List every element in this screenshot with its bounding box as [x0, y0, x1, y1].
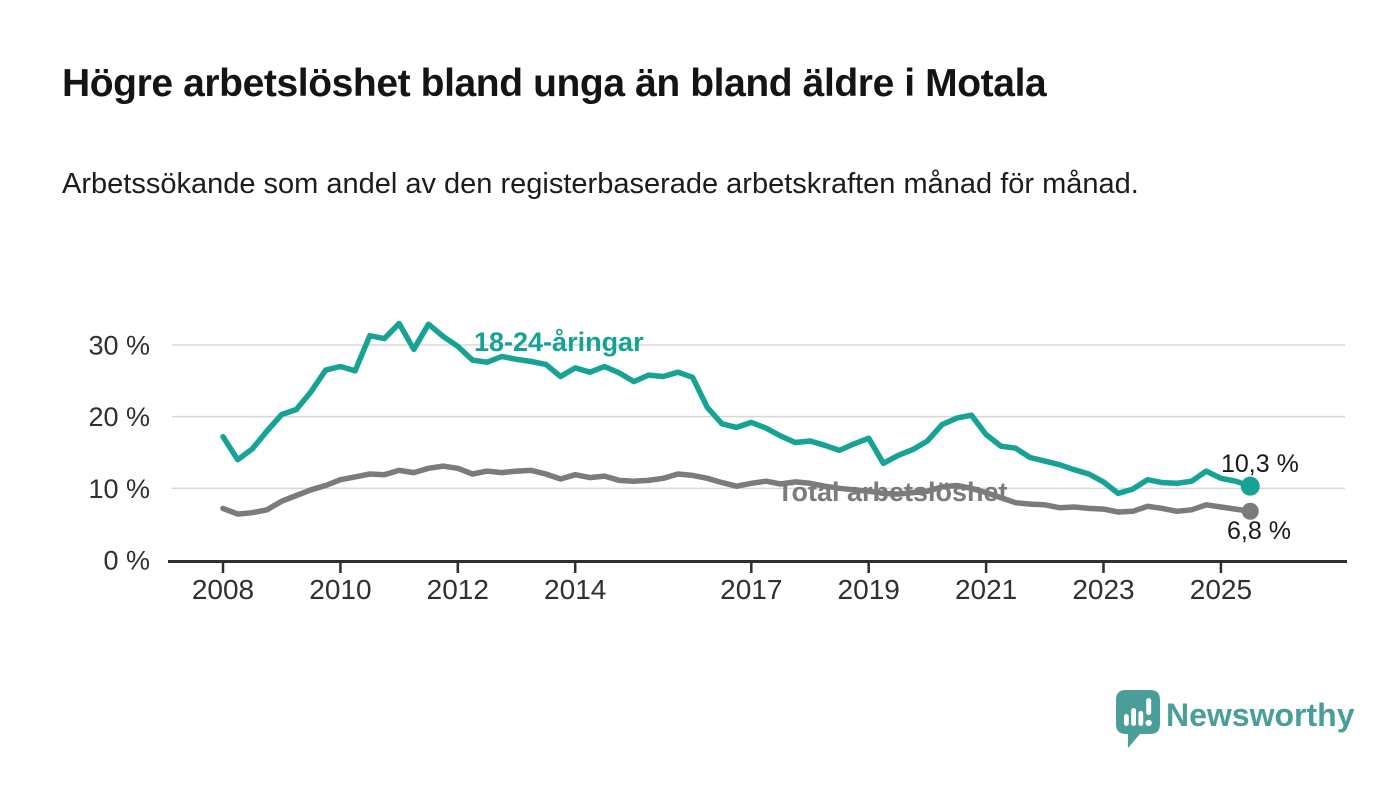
- x-tick-label-2023: 2023: [1072, 574, 1134, 605]
- page-subtitle: Arbetssökande som andel av den registerb…: [62, 168, 1139, 200]
- series-end-dot-total: [1241, 502, 1259, 520]
- y-tick-label-0: 0 %: [103, 546, 150, 576]
- x-tick-label-2014: 2014: [544, 574, 606, 605]
- series-end-dot-youth: [1240, 476, 1260, 496]
- y-tick-label-20: 20 %: [88, 402, 150, 432]
- x-tick-label-2012: 2012: [427, 574, 489, 605]
- total-end-value-label: 6,8 %: [1227, 517, 1291, 545]
- page-title: Högre arbetslöshet bland unga än bland ä…: [62, 62, 1047, 105]
- youth-series-label: 18-24-åringar: [474, 327, 644, 357]
- bar-chart-speech-bubble-icon: [1116, 690, 1160, 748]
- x-tick-label-2019: 2019: [838, 574, 900, 605]
- y-tick-label-30: 30 %: [88, 331, 150, 361]
- bar-1: [1124, 714, 1129, 726]
- brand-name: Newsworthy: [1166, 697, 1355, 733]
- brand-footer: Newsworthy: [1115, 689, 1354, 751]
- exclamation-bar: [1146, 698, 1152, 715]
- bar-3: [1138, 711, 1144, 726]
- youth-end-value-label: 10,3 %: [1221, 450, 1299, 478]
- x-tick-label-2010: 2010: [309, 574, 371, 605]
- bar-2: [1131, 708, 1136, 726]
- chart-svg: 0 % 10 % 20 % 30 % 2008 2010 2012 2014 2017 2019 2…: [88, 320, 1347, 605]
- exclamation-dot: [1145, 719, 1152, 727]
- series-line-youth: [220, 320, 1254, 497]
- x-tick-label-2021: 2021: [955, 574, 1017, 605]
- series-line-total: [220, 463, 1254, 517]
- x-tick-label-2025: 2025: [1190, 574, 1252, 605]
- y-tick-label-10: 10 %: [88, 474, 150, 504]
- x-tick-label-2008: 2008: [192, 574, 254, 605]
- x-tick-label-2017: 2017: [720, 574, 782, 605]
- total-series-label: Total arbetslöshet: [777, 477, 1008, 507]
